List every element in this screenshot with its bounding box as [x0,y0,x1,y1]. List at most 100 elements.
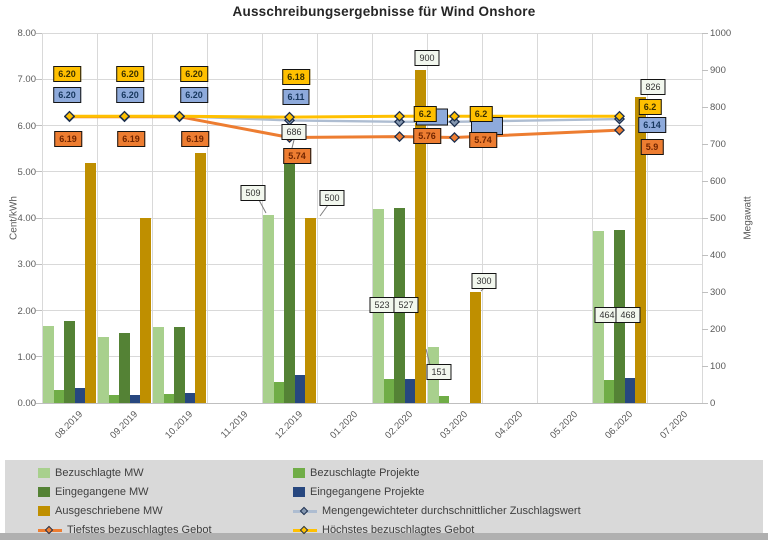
eingegangene-mw-bar-10.2019[interactable] [174,327,185,403]
data-label-max-6.2[interactable]: 6.2 [469,106,493,122]
legend-swatch-bezuschlagte-mw [38,468,50,478]
ausgeschriebene-mw-bar-03.2020[interactable] [470,292,481,403]
bezuschlagte-projekte-bar-06.2020[interactable] [603,380,615,403]
data-label-val-523[interactable]: 523 [369,297,395,313]
legend-item-mengengewichteter-zuschlagswert[interactable]: Mengengewichteter durchschnittlicher Zus… [293,504,581,518]
legend-swatch-mengengewichteter-zuschlagswert [293,506,317,516]
gridline-vertical [261,33,263,403]
legend-item-bezuschlagte-mw[interactable]: Bezuschlagte MW [38,466,144,480]
y-right-tick-label: 0 [710,398,716,409]
gridline-vertical [316,33,318,403]
eingegangene-projekte-bar-06.2020[interactable] [624,378,636,403]
data-label-min-5.74[interactable]: 5.74 [469,132,497,148]
y-left-tick-label: 3.00 [17,259,37,271]
y-left-tick-mark [36,78,42,80]
bezuschlagte-projekte-bar-03.2020[interactable] [438,395,450,403]
bezuschlagte-projekte-bar-02.2020[interactable] [383,379,395,403]
bezuschlagte-mw-bar-12.2019[interactable] [263,214,274,403]
gridline-vertical [96,33,98,403]
bezuschlagte-projekte-bar-12.2019[interactable] [273,382,285,403]
eingegangene-projekte-bar-12.2019[interactable] [294,374,306,403]
legend-item-bezuschlagte-projekte[interactable]: Bezuschlagte Projekte [293,466,419,480]
legend-item-hoechstes-gebot[interactable]: Höchstes bezuschlagtes Gebot [293,523,474,537]
bezuschlagte-projekte-bar-08.2019[interactable] [53,390,65,403]
y-right-tick-mark [702,180,708,182]
ausgeschriebene-mw-bar-10.2019[interactable] [195,153,206,403]
data-label-avg-6.20[interactable]: 6.20 [53,87,81,103]
y-left-tick-mark [36,217,42,219]
bezuschlagte-mw-bar-09.2019[interactable] [98,336,109,403]
eingegangene-projekte-bar-02.2020[interactable] [404,378,416,403]
chart-title: Ausschreibungsergebnisse für Wind Onshor… [232,4,536,19]
ausgeschriebene-mw-bar-06.2020[interactable] [635,97,646,403]
legend-item-eingegangene-mw[interactable]: Eingegangene MW [38,485,149,499]
eingegangene-mw-bar-09.2019[interactable] [119,333,130,403]
y-left-tick-label: 7.00 [17,74,37,86]
data-label-val-468[interactable]: 468 [615,307,641,323]
eingegangene-mw-bar-12.2019[interactable] [284,149,295,403]
data-label-avg-6.11[interactable]: 6.11 [282,89,310,105]
data-label-avg-6.20[interactable]: 6.20 [116,87,144,103]
eingegangene-projekte-bar-09.2019[interactable] [129,395,141,403]
bezuschlagte-mw-bar-08.2019[interactable] [43,326,54,403]
eingegangene-projekte-bar-08.2019[interactable] [74,388,86,403]
legend-label-hoechstes-gebot: Höchstes bezuschlagtes Gebot [322,524,475,536]
gridline-vertical [426,33,428,403]
ausgeschriebene-mw-bar-09.2019[interactable] [140,218,151,403]
legend-item-ausgeschriebene-mw[interactable]: Ausgeschriebene MW [38,504,163,518]
y-right-tick-mark [702,291,708,293]
bezuschlagte-projekte-bar-09.2019[interactable] [108,394,120,403]
data-label-val-686[interactable]: 686 [281,124,307,140]
data-label-max-6.2[interactable]: 6.2 [413,106,437,122]
bezuschlagte-projekte-bar-10.2019[interactable] [163,393,175,403]
legend-swatch-ausgeschriebene-mw [38,506,50,516]
data-label-avg-6.14[interactable]: 6.14 [638,117,666,133]
data-label-min-5.74[interactable]: 5.74 [283,148,311,164]
data-label-min-5.76[interactable]: 5.76 [413,128,441,144]
data-label-val-900[interactable]: 900 [414,50,440,66]
ausgeschriebene-mw-bar-08.2019[interactable] [85,162,96,403]
gridline-vertical [591,33,593,403]
legend-swatch-hoechstes-gebot [293,525,317,535]
data-label-val-151[interactable]: 151 [426,364,452,380]
data-label-min-6.19[interactable]: 6.19 [181,131,209,147]
bezuschlagte-mw-bar-10.2019[interactable] [153,326,164,403]
legend-item-tiefstes-gebot[interactable]: Tiefstes bezuschlagtes Gebot [38,523,212,537]
window-bottom-edge [0,533,768,540]
legend-label-tiefstes-gebot: Tiefstes bezuschlagtes Gebot [67,524,212,536]
data-label-avg-6.20[interactable]: 6.20 [180,87,208,103]
y-right-tick-mark [702,254,708,256]
data-label-min-5.9[interactable]: 5.9 [640,139,664,155]
gridline-vertical [371,33,373,403]
y-right-tick-mark [702,32,708,34]
y-right-tick-mark [702,328,708,330]
gridline-vertical [151,33,153,403]
data-label-max-6.2[interactable]: 6.2 [638,99,662,115]
data-label-val-826[interactable]: 826 [640,79,666,95]
eingegangene-mw-bar-08.2019[interactable] [64,320,75,403]
y-right-tick-label: 200 [710,324,726,335]
data-label-val-509[interactable]: 509 [240,185,266,201]
ausgeschriebene-mw-bar-02.2020[interactable] [415,70,426,403]
legend-swatch-eingegangene-mw [38,487,50,497]
ausgeschriebene-mw-bar-12.2019[interactable] [305,218,316,403]
data-label-min-6.19[interactable]: 6.19 [54,131,82,147]
data-label-val-300[interactable]: 300 [471,273,497,289]
data-label-max-6.18[interactable]: 6.18 [282,69,310,85]
data-label-min-6.19[interactable]: 6.19 [117,131,145,147]
y-left-tick-label: 1.00 [17,351,37,363]
legend-item-eingegangene-projekte[interactable]: Eingegangene Projekte [293,485,424,499]
data-label-val-527[interactable]: 527 [393,297,419,313]
gridline-vertical [536,33,538,403]
legend-swatch-bezuschlagte-projekte [293,468,305,478]
eingegangene-projekte-bar-10.2019[interactable] [184,393,196,403]
data-label-val-500[interactable]: 500 [319,190,345,206]
legend-swatch-eingegangene-projekte [293,487,305,497]
data-label-max-6.20[interactable]: 6.20 [116,66,144,82]
y-right-tick-label: 900 [710,65,726,76]
data-label-max-6.20[interactable]: 6.20 [180,66,208,82]
data-label-max-6.20[interactable]: 6.20 [53,66,81,82]
y-right-tick-label: 1000 [710,28,732,39]
y-right-tick-mark [702,106,708,108]
